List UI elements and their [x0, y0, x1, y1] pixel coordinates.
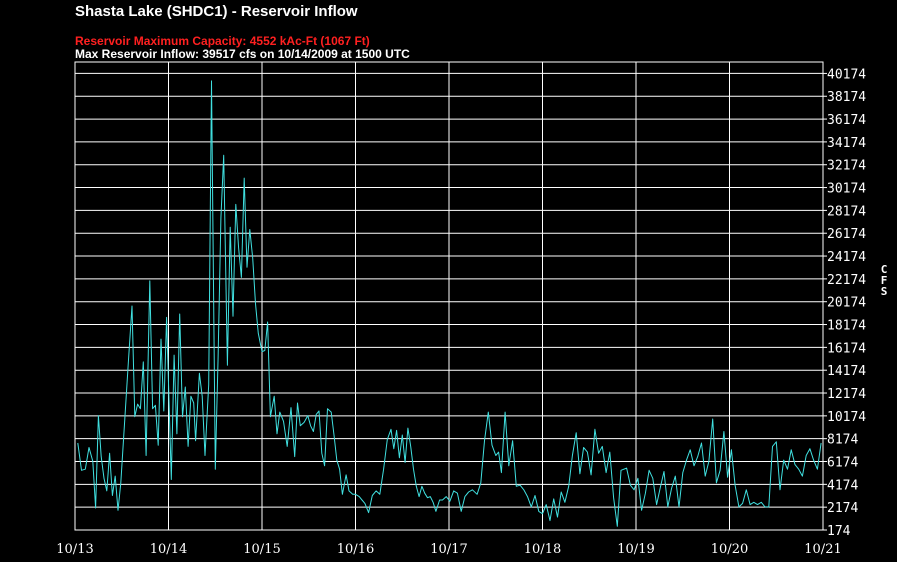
x-tick-label: 10/15	[243, 542, 280, 557]
x-tick-label: 10/13	[56, 542, 93, 557]
y-tick-label: 26174	[827, 227, 866, 242]
y-tick-label: 10174	[827, 410, 866, 425]
max-inflow-subtitle: Max Reservoir Inflow: 39517 cfs on 10/14…	[75, 47, 410, 61]
y-tick-label: 2174	[827, 501, 858, 516]
x-tick-label: 10/16	[337, 542, 374, 557]
y-tick-label: 28174	[827, 204, 866, 219]
y-tick-label: 22174	[827, 273, 866, 288]
x-tick-label: 10/14	[150, 542, 187, 557]
y-tick-label: 30174	[827, 182, 866, 197]
x-tick-label: 10/18	[524, 542, 561, 557]
max-capacity-subtitle: Reservoir Maximum Capacity: 4552 kAc-Ft …	[75, 34, 370, 48]
y-axis-ticks: 40174 38174 36174 34174 32174 30174 28174 26174…	[823, 67, 866, 539]
y-tick-label: 20174	[827, 296, 866, 311]
y-tick-label: 32174	[827, 159, 866, 174]
y-tick-label: 40174	[827, 67, 866, 82]
y-tick-label: 174	[827, 524, 851, 539]
x-tick-label: 10/20	[711, 542, 748, 557]
x-tick-label: 10/21	[804, 542, 841, 557]
y-tick-label: 12174	[827, 387, 866, 402]
y-tick-label: 18174	[827, 319, 866, 334]
y-tick-label: 16174	[827, 341, 866, 356]
inflow-series	[77, 80, 822, 527]
y-tick-label: 38174	[827, 90, 866, 105]
y-tick-label: 36174	[827, 113, 866, 128]
chart-grid	[74, 62, 824, 531]
y-tick-label: 34174	[827, 136, 866, 151]
y-tick-label: 24174	[827, 250, 866, 265]
plot-frame	[74, 61, 824, 531]
chart-title: Shasta Lake (SHDC1) - Reservoir Inflow	[75, 3, 358, 20]
x-tick-label: 10/17	[430, 542, 467, 557]
x-axis-ticks: 10/13 10/14 10/15 10/16 10/17 10/18 10/19 10/20…	[56, 542, 841, 557]
y-tick-label: 8174	[827, 433, 858, 448]
series-line	[77, 80, 822, 527]
y-tick-label: 4174	[827, 478, 858, 493]
x-tick-label: 10/19	[617, 542, 654, 557]
y-tick-label: 6174	[827, 456, 858, 471]
y-tick-label: 14174	[827, 364, 866, 379]
